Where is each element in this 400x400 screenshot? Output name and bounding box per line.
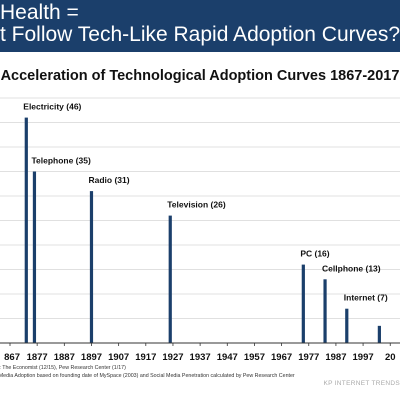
x-tick-label: 1957 bbox=[244, 352, 265, 360]
bar bbox=[24, 117, 28, 343]
x-tick-label: 1977 bbox=[298, 352, 319, 360]
bar-label: Telephone (35) bbox=[31, 156, 91, 166]
bar-label: Internet (7) bbox=[344, 293, 388, 303]
source-line-1: rce: The Economist (12/15), Pew Research… bbox=[0, 365, 126, 371]
bar bbox=[323, 279, 327, 343]
x-tick-label: 20 bbox=[385, 352, 396, 360]
x-tick-label: 1997 bbox=[353, 352, 374, 360]
bar-label: Radio (31) bbox=[88, 175, 129, 185]
bar bbox=[168, 215, 172, 343]
adoption-chart: Electricity (46) Telephone (35) Radio (31)… bbox=[0, 97, 400, 360]
x-tick-label: 1987 bbox=[325, 352, 346, 360]
bar-label: PC (16) bbox=[300, 249, 329, 259]
bar bbox=[89, 191, 94, 343]
bar bbox=[377, 325, 381, 343]
x-tick-label: 1967 bbox=[271, 352, 292, 360]
x-tick-label: 1937 bbox=[190, 352, 211, 360]
gridlines bbox=[0, 97, 400, 344]
source-note: rce: The Economist (12/15), Pew Research… bbox=[0, 364, 400, 380]
footer-brand: KP INTERNET TRENDS bbox=[323, 380, 400, 387]
x-tick-label: 1877 bbox=[27, 352, 48, 360]
bar-label: Cellphone (13) bbox=[322, 263, 381, 273]
source-line-2: ial Media Adoption based on founding dat… bbox=[0, 373, 295, 379]
x-tick-label: 1907 bbox=[108, 352, 129, 360]
bar bbox=[301, 264, 305, 343]
x-tick-label: 1947 bbox=[217, 352, 238, 360]
chart-title: Acceleration of Technological Adoption C… bbox=[0, 68, 400, 84]
bar-label: Television (26) bbox=[167, 200, 226, 210]
x-tick-label: 1917 bbox=[135, 352, 156, 360]
header-banner: Health = t Follow Tech-Like Rapid Adopti… bbox=[0, 0, 400, 52]
header-title-line2: t Follow Tech-Like Rapid Adoption Curves… bbox=[0, 23, 400, 46]
x-tick-label: 1927 bbox=[162, 352, 183, 360]
bar bbox=[345, 308, 349, 343]
x-tick-label: 1897 bbox=[81, 352, 102, 360]
bars bbox=[24, 117, 381, 343]
x-tick-label: 1887 bbox=[54, 352, 75, 360]
header-title-line1: Health = bbox=[0, 1, 79, 24]
bar bbox=[32, 171, 37, 343]
x-axis-ticks: 867 1877 1887 1897 1907 1917 1927 1937 1947 1957 1… bbox=[4, 343, 396, 360]
x-tick-label: 867 bbox=[4, 352, 20, 360]
bar-labels: Electricity (46) Telephone (35) Radio (31)… bbox=[23, 102, 388, 303]
bar-label: Electricity (46) bbox=[23, 102, 81, 112]
